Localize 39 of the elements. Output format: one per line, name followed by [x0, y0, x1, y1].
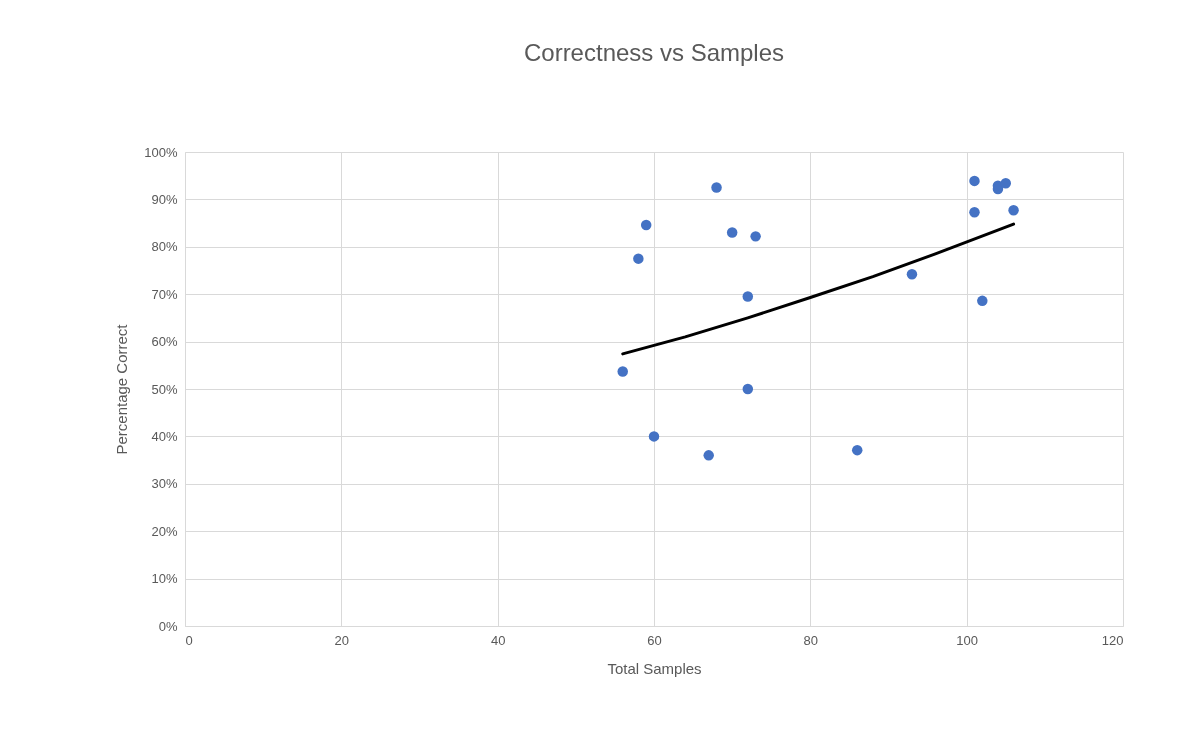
point: [906, 269, 918, 280]
y-tick-label: 50%: [151, 381, 178, 397]
y-tick-label: 40%: [151, 428, 178, 444]
y-tick-label: 100%: [144, 144, 178, 160]
x-tick-label: 40: [490, 632, 506, 648]
point: [711, 182, 722, 193]
y-tick-label: 80%: [151, 239, 178, 255]
point: [742, 291, 754, 302]
point: [640, 219, 652, 231]
line-series: [621, 222, 1016, 356]
y-tick-label: 0%: [158, 618, 178, 634]
point: [648, 431, 660, 442]
x-tick-label: 100: [956, 632, 979, 648]
y-axis-title: Percentage Correct: [113, 323, 131, 455]
x-tick-label: 60: [647, 632, 662, 648]
point: [703, 450, 714, 461]
point: [969, 206, 980, 218]
chart-title: Correctness vs Samples: [523, 39, 785, 66]
y-tick-label: 10%: [151, 571, 178, 587]
point: [1008, 205, 1019, 216]
x-tick-label: 80: [803, 632, 819, 648]
point: [969, 175, 980, 187]
point: [726, 227, 738, 238]
point: [742, 383, 754, 395]
x-tick-label: 20: [334, 632, 350, 648]
point: [633, 253, 644, 264]
x-tick-label: 0: [185, 632, 193, 648]
point: [750, 231, 761, 242]
point: [617, 366, 628, 377]
point: [1000, 178, 1011, 189]
y-tick-label: 30%: [151, 476, 178, 492]
point: [977, 295, 988, 307]
x-axis-title: Total Samples: [607, 659, 702, 677]
y-tick-label: 20%: [151, 523, 178, 539]
point: [851, 444, 863, 456]
x-tick-label: 120: [1101, 632, 1124, 648]
y-tick-label: 70%: [151, 286, 178, 302]
y-tick-label: 60%: [151, 334, 178, 350]
y-tick-label: 90%: [151, 191, 178, 207]
